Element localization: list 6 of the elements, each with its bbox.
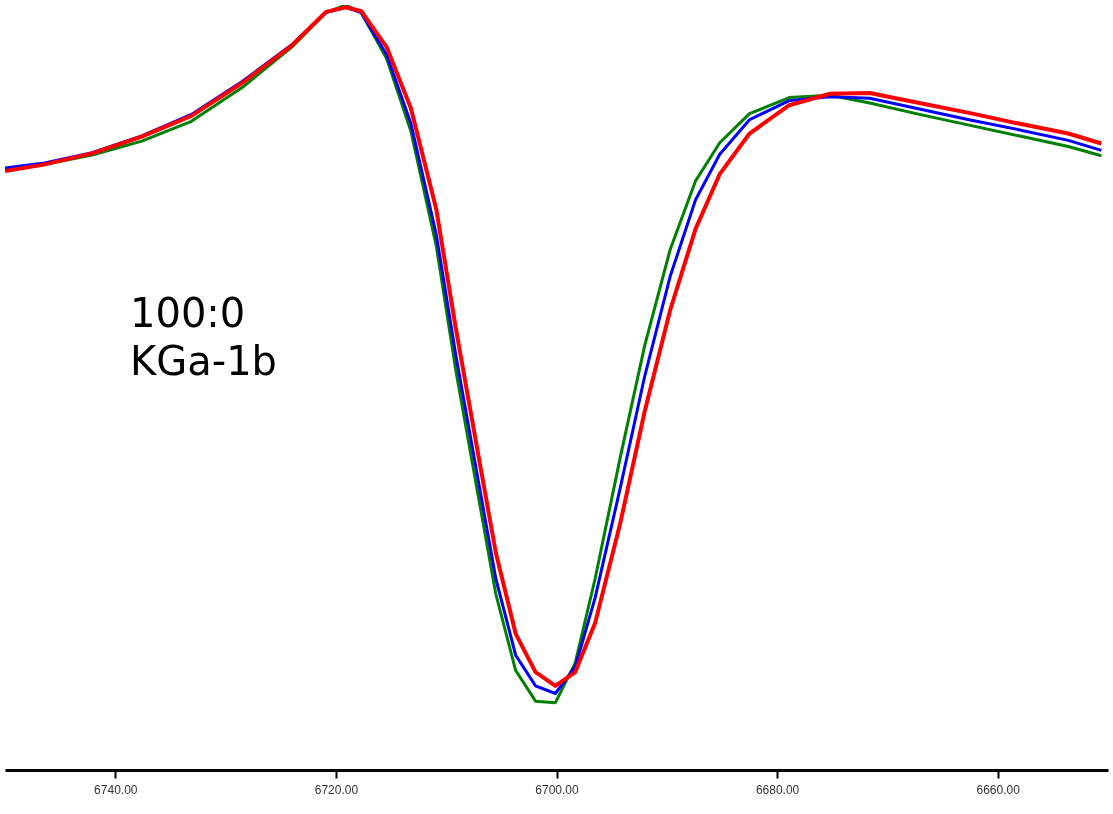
x-tick-label: 6660.00 [976,782,1021,797]
x-tick-label: 6740.00 [94,782,138,797]
x-tick-label: 6700.00 [535,782,580,797]
x-tick-label: 6720.00 [314,782,359,797]
x-tick-label: 6680.00 [755,782,800,797]
annotation: 100:0 KGa-1b [130,290,278,384]
